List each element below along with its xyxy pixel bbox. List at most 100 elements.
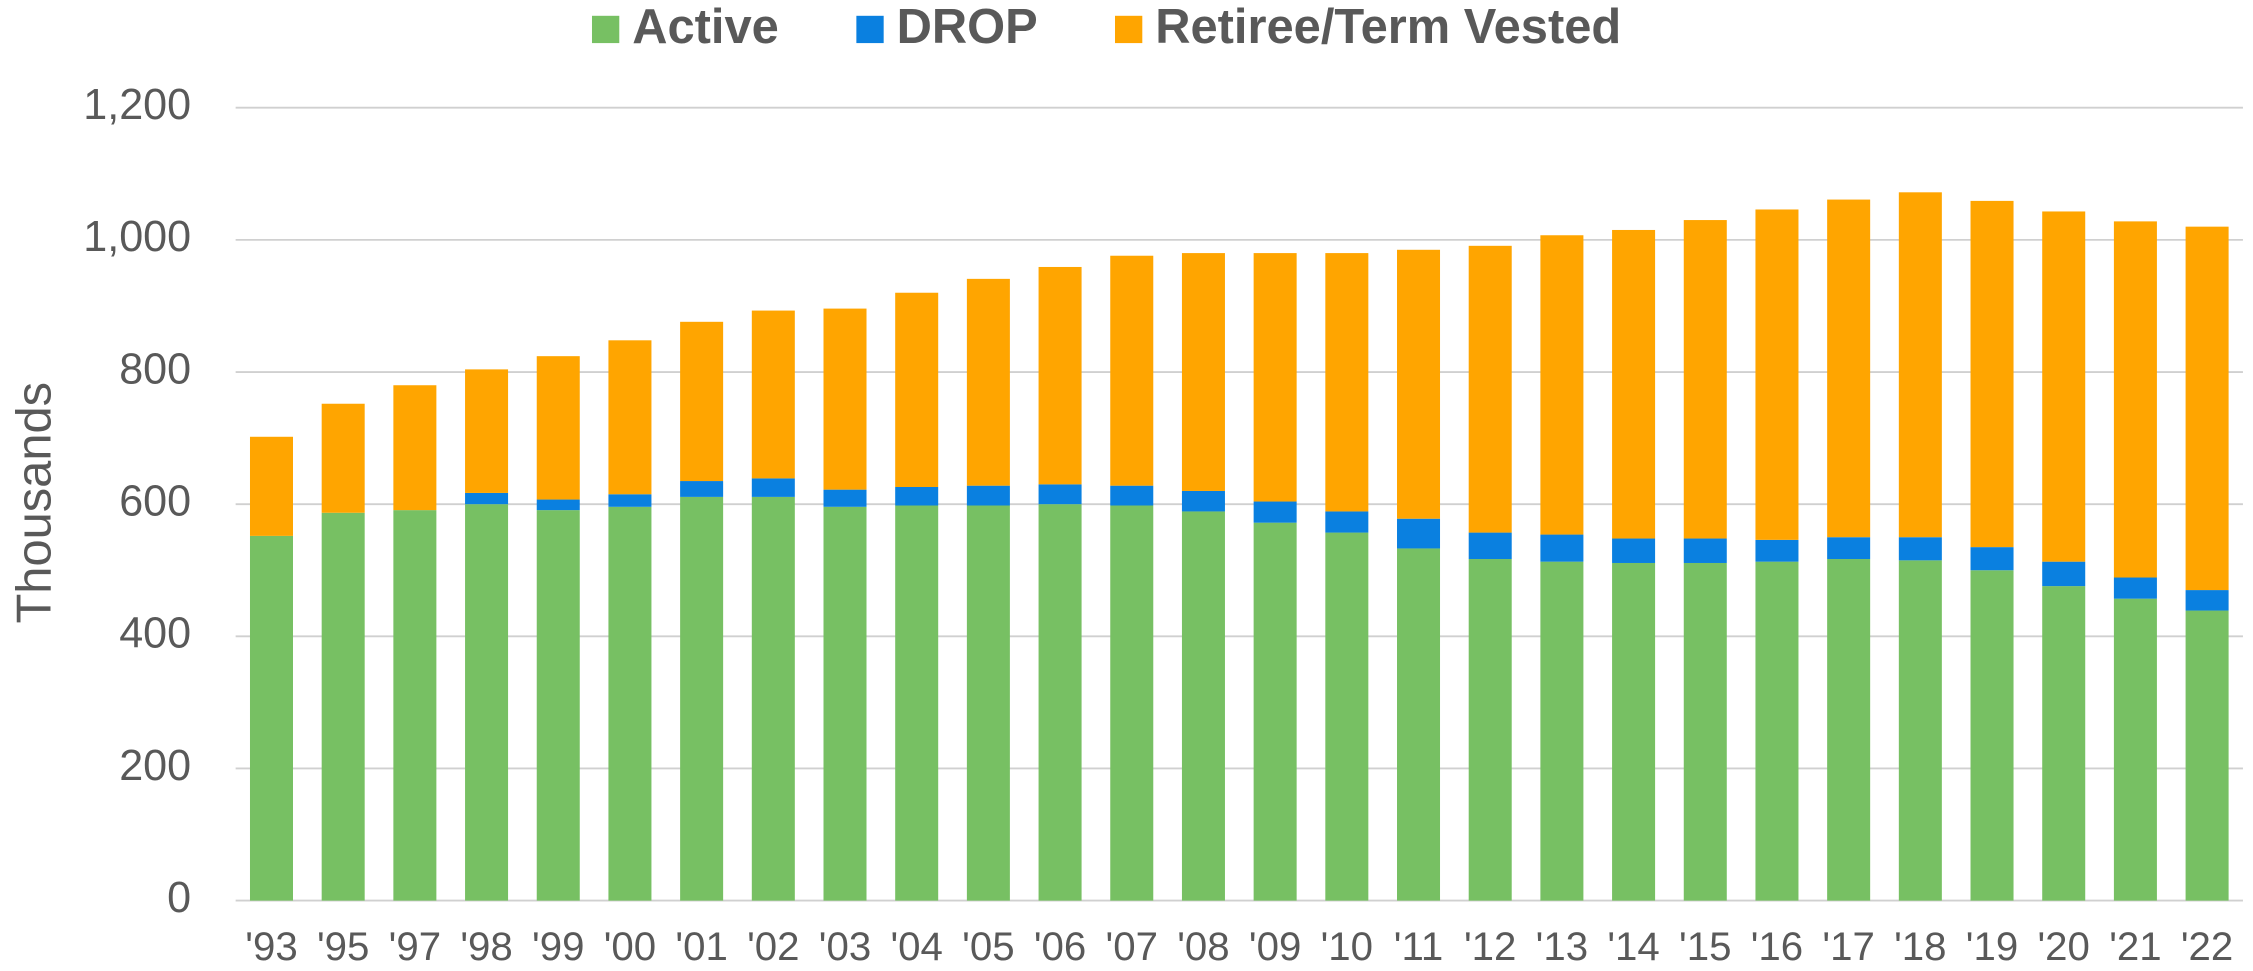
bar-segment bbox=[1612, 538, 1656, 563]
bar-segment bbox=[823, 308, 867, 490]
x-tick-label: '98 bbox=[460, 924, 512, 969]
x-tick-label: '06 bbox=[1034, 924, 1086, 969]
legend-swatch bbox=[1115, 15, 1143, 44]
x-tick-label: '04 bbox=[890, 924, 942, 969]
x-tick-label: '19 bbox=[1966, 924, 2018, 969]
bar-segment bbox=[2042, 211, 2086, 562]
bar-segment bbox=[2185, 590, 2229, 611]
bar-segment bbox=[895, 505, 939, 901]
x-tick-label: '16 bbox=[1751, 924, 1803, 969]
legend-swatch bbox=[856, 15, 884, 44]
bar-segment bbox=[536, 499, 580, 511]
bar-segment bbox=[1110, 485, 1154, 506]
x-tick-label: '02 bbox=[747, 924, 799, 969]
x-tick-label: '05 bbox=[962, 924, 1014, 969]
bar-segment bbox=[895, 486, 939, 506]
bar-segment bbox=[1468, 245, 1512, 533]
bar-segment bbox=[1181, 253, 1225, 491]
bar-segment bbox=[1038, 504, 1082, 901]
bar-segment bbox=[321, 512, 365, 901]
bar-segment bbox=[680, 481, 724, 497]
bar-segment bbox=[1181, 511, 1225, 901]
x-tick-label: '97 bbox=[389, 924, 441, 969]
bar-segment bbox=[1970, 200, 2014, 548]
bar-segment bbox=[680, 496, 724, 901]
y-tick-label: 400 bbox=[119, 610, 191, 658]
bar-segment bbox=[1970, 547, 2014, 571]
x-tick-label: '13 bbox=[1536, 924, 1588, 969]
x-tick-label: '15 bbox=[1679, 924, 1731, 969]
bar-segment bbox=[1325, 253, 1369, 512]
bar-segment bbox=[1827, 537, 1871, 560]
bar-segment bbox=[1038, 484, 1082, 505]
y-tick-label: 1,200 bbox=[83, 81, 191, 129]
x-tick-label: '09 bbox=[1249, 924, 1301, 969]
x-tick-label: '10 bbox=[1321, 924, 1373, 969]
legend-label: Retiree/Term Vested bbox=[1155, 0, 1621, 54]
bar-segment bbox=[1755, 539, 1799, 562]
bar-segment bbox=[2185, 610, 2229, 901]
bar-segment bbox=[1827, 559, 1871, 901]
y-tick-label: 1,000 bbox=[83, 213, 191, 261]
legend-label: DROP bbox=[897, 0, 1038, 54]
bar-segment bbox=[823, 506, 867, 901]
bar-segment bbox=[321, 403, 365, 513]
bar-segment bbox=[1612, 562, 1656, 901]
bar-segment bbox=[2113, 577, 2157, 599]
bar-segment bbox=[1325, 532, 1369, 901]
bar-segment bbox=[1253, 253, 1297, 502]
bar-segment bbox=[2185, 226, 2229, 591]
bar-segment bbox=[1898, 537, 1942, 561]
y-tick-label: 200 bbox=[119, 742, 191, 790]
y-tick-label: 600 bbox=[119, 478, 191, 526]
x-tick-label: '18 bbox=[1894, 924, 1946, 969]
bar-segment bbox=[393, 385, 437, 511]
bar-segment bbox=[249, 436, 293, 536]
bar-segment bbox=[1038, 266, 1082, 485]
bar-segment bbox=[393, 510, 437, 901]
bar-segment bbox=[966, 278, 1010, 486]
bar-segment bbox=[1110, 505, 1154, 901]
bar-segment bbox=[1827, 199, 1871, 538]
legend-swatch bbox=[591, 15, 620, 44]
y-axis-label: Thousands bbox=[7, 382, 61, 624]
x-tick-label: '08 bbox=[1177, 924, 1229, 969]
bar-segment bbox=[2042, 586, 2086, 901]
bar-segment bbox=[751, 478, 795, 497]
bar-segment bbox=[1468, 559, 1512, 901]
x-tick-label: '01 bbox=[675, 924, 727, 969]
legend-label: Active bbox=[632, 0, 779, 54]
bar-segment bbox=[608, 506, 652, 901]
x-tick-label: '20 bbox=[2038, 924, 2090, 969]
bar-segment bbox=[536, 356, 580, 500]
bar-segment bbox=[680, 321, 724, 482]
bar-segment bbox=[823, 489, 867, 507]
bar-segment bbox=[1898, 560, 1942, 901]
bar-segment bbox=[1540, 534, 1584, 562]
bar-segment bbox=[2113, 221, 2157, 578]
bar-segment bbox=[751, 310, 795, 479]
bar-segment bbox=[1181, 490, 1225, 512]
bar-segment bbox=[895, 292, 939, 487]
bar-segment bbox=[249, 535, 293, 901]
bar-segment bbox=[465, 369, 509, 493]
bar-segment bbox=[1683, 220, 1727, 539]
bar-segment bbox=[1397, 518, 1441, 549]
x-tick-label: '03 bbox=[819, 924, 871, 969]
bar-segment bbox=[2042, 561, 2086, 587]
bar-segment bbox=[608, 340, 652, 495]
bar-segment bbox=[1253, 501, 1297, 523]
bar-segment bbox=[465, 492, 509, 505]
bar-segment bbox=[1970, 570, 2014, 901]
bar-segment bbox=[1612, 229, 1656, 539]
x-tick-label: '93 bbox=[245, 924, 297, 969]
bar-segment bbox=[1397, 249, 1441, 519]
bar-segment bbox=[1683, 562, 1727, 901]
bar-segment bbox=[1755, 561, 1799, 901]
bar-segment bbox=[2113, 598, 2157, 901]
x-tick-label: '22 bbox=[2181, 924, 2233, 969]
bar-segment bbox=[1540, 561, 1584, 901]
x-tick-label: '99 bbox=[532, 924, 584, 969]
x-tick-label: '11 bbox=[1394, 924, 1443, 969]
